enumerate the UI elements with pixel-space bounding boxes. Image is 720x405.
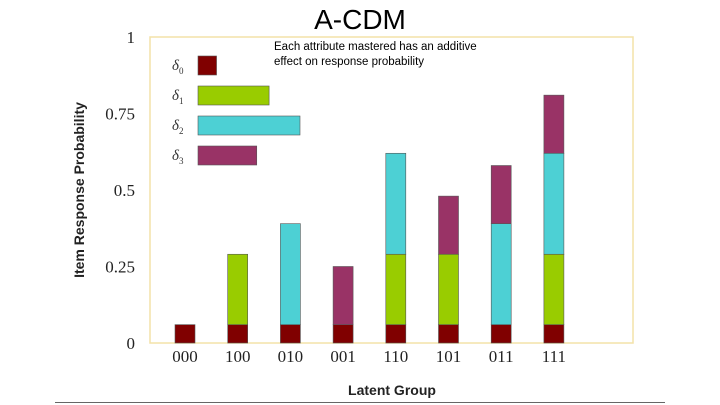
bar-011-δ0 xyxy=(490,324,512,344)
bar-110-δ1 xyxy=(385,253,407,325)
x-tick-label: 110 xyxy=(383,347,408,366)
bar-101-δ3 xyxy=(438,195,459,255)
bar-001-δ0 xyxy=(332,324,354,344)
legend-label-δ3: δ3 xyxy=(172,148,184,166)
y-tick-label: 0.25 xyxy=(105,258,135,277)
bar-111-δ3 xyxy=(543,94,565,154)
bar-001-δ3 xyxy=(332,266,354,325)
legend-swatch-δ3 xyxy=(197,145,258,166)
y-tick-label: 0 xyxy=(127,334,136,353)
slide-title: A-CDM xyxy=(314,4,406,35)
x-tick-label: 001 xyxy=(330,347,356,366)
legend-swatch-δ0 xyxy=(197,55,217,76)
x-tick-label: 010 xyxy=(278,347,304,366)
bar-100-δ0 xyxy=(227,324,248,344)
bar-010-δ0 xyxy=(280,324,301,344)
footer-divider xyxy=(55,402,665,403)
bar-111-δ2 xyxy=(543,152,565,255)
y-axis-title: Item Response Probability xyxy=(71,102,87,278)
bar-111-δ0 xyxy=(543,324,565,344)
y-tick-label: 0.5 xyxy=(114,181,135,200)
legend-swatch-δ1 xyxy=(197,85,270,106)
legend-label-δ0: δ0 xyxy=(172,58,184,76)
annotation-line-2: effect on response probability xyxy=(274,56,425,68)
bar-100-δ1 xyxy=(227,253,248,325)
bar-010-δ2 xyxy=(280,223,301,325)
bar-101-δ0 xyxy=(438,324,459,344)
bar-110-δ0 xyxy=(385,324,407,344)
legend-swatch-δ2 xyxy=(197,115,301,136)
bar-011-δ3 xyxy=(490,165,512,224)
annotation-note: Each attribute mastered has an additive … xyxy=(274,40,524,70)
legend-label-δ1: δ1 xyxy=(172,88,183,106)
y-tick-label: 0.75 xyxy=(105,105,135,124)
bar-101-δ1 xyxy=(438,253,459,325)
annotation-line-1: Each attribute mastered has an additive xyxy=(274,41,477,53)
x-axis-title: Latent Group xyxy=(348,382,436,398)
bar-000-δ0 xyxy=(174,324,196,344)
bar-110-δ2 xyxy=(385,152,407,255)
x-tick-label: 101 xyxy=(436,347,462,366)
x-tick-label: 011 xyxy=(489,347,514,366)
x-tick-label: 111 xyxy=(542,347,566,366)
bar-111-δ1 xyxy=(543,253,565,325)
y-tick-label: 1 xyxy=(127,28,136,47)
x-tick-label: 000 xyxy=(172,347,198,366)
legend-label-δ2: δ2 xyxy=(172,118,183,136)
bar-011-δ2 xyxy=(490,223,512,325)
x-tick-label: 100 xyxy=(225,347,251,366)
